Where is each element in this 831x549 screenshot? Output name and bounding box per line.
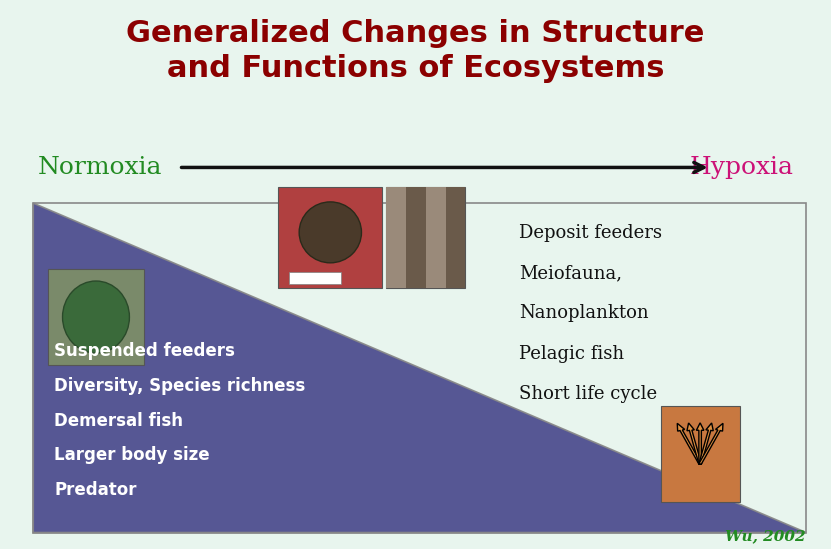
- Text: Nanoplankton: Nanoplankton: [519, 305, 649, 322]
- Text: Short life cycle: Short life cycle: [519, 385, 657, 402]
- Bar: [426, 187, 445, 288]
- FancyArrow shape: [699, 423, 723, 464]
- FancyArrow shape: [687, 423, 701, 464]
- Text: Diversity, Species richness: Diversity, Species richness: [54, 377, 305, 395]
- Text: Demersal fish: Demersal fish: [54, 412, 183, 429]
- Bar: [445, 187, 465, 288]
- Text: Generalized Changes in Structure
and Functions of Ecosystems: Generalized Changes in Structure and Fun…: [126, 19, 705, 83]
- FancyBboxPatch shape: [661, 406, 740, 502]
- Text: Pelagic fish: Pelagic fish: [519, 345, 625, 362]
- Text: Meiofauna,: Meiofauna,: [519, 265, 622, 282]
- Bar: [386, 187, 406, 288]
- Text: Suspended feeders: Suspended feeders: [54, 343, 235, 360]
- Bar: [33, 203, 806, 533]
- Text: Normoxia: Normoxia: [37, 156, 162, 179]
- Text: Predator: Predator: [54, 481, 136, 498]
- Text: Larger body size: Larger body size: [54, 446, 209, 464]
- Text: Deposit feeders: Deposit feeders: [519, 225, 662, 242]
- FancyArrow shape: [677, 423, 701, 464]
- Text: Hypoxia: Hypoxia: [690, 156, 794, 179]
- FancyBboxPatch shape: [386, 187, 465, 288]
- Ellipse shape: [299, 202, 361, 263]
- FancyBboxPatch shape: [48, 269, 144, 365]
- Ellipse shape: [62, 281, 130, 353]
- FancyBboxPatch shape: [278, 187, 382, 288]
- Bar: [406, 187, 426, 288]
- Text: Wu, 2002: Wu, 2002: [725, 529, 806, 544]
- FancyArrow shape: [699, 423, 713, 464]
- FancyArrow shape: [696, 423, 704, 464]
- Bar: [289, 272, 341, 284]
- Polygon shape: [33, 203, 806, 533]
